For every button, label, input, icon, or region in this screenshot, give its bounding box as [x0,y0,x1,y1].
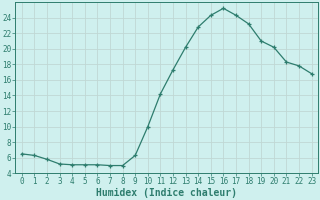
X-axis label: Humidex (Indice chaleur): Humidex (Indice chaleur) [96,188,237,198]
